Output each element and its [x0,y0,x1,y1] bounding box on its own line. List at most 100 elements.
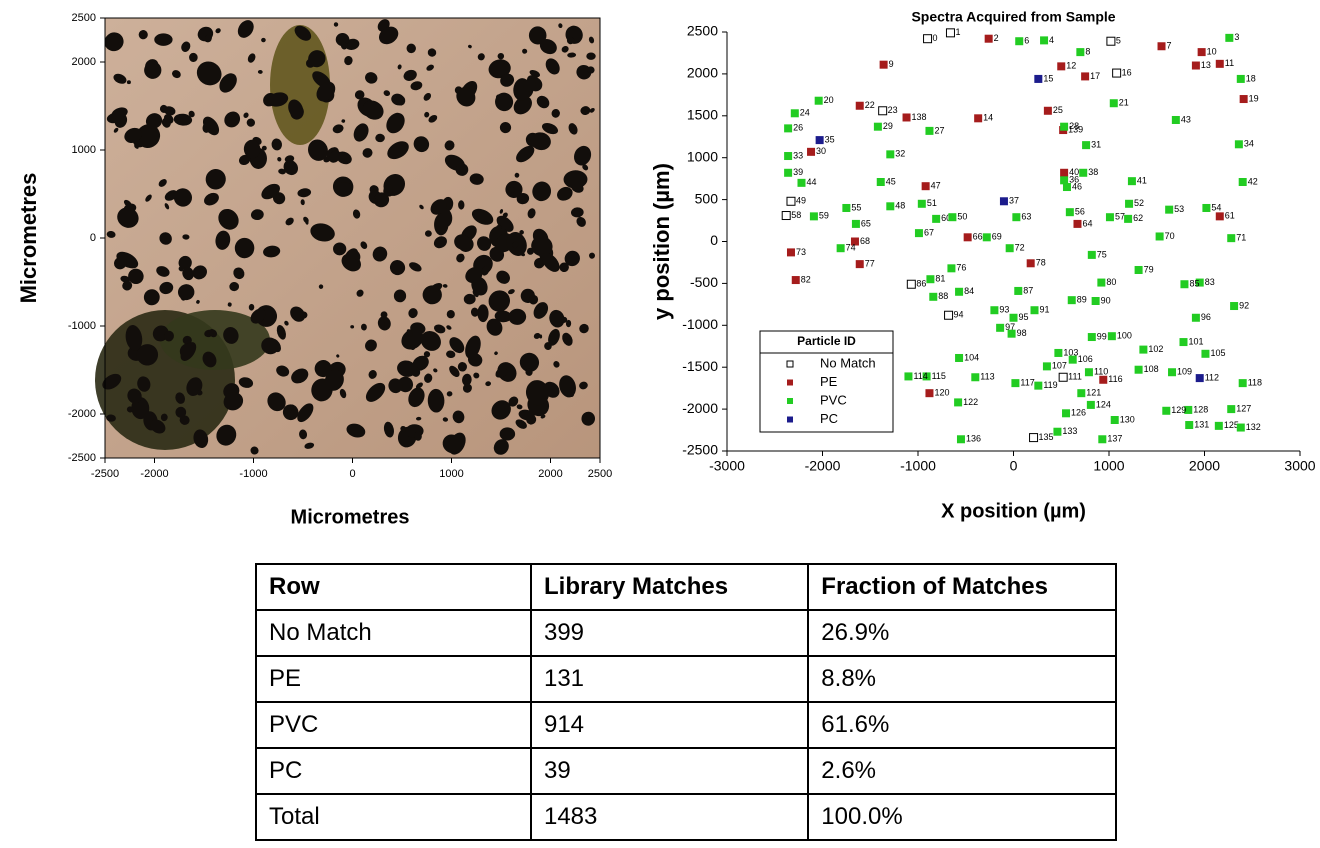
particle [426,64,434,71]
marker [1106,36,1116,46]
point-label: 98 [1017,328,1027,338]
marker [1081,72,1090,81]
particle [356,289,364,297]
point-label: 100 [1117,331,1132,341]
y-tick-label: -2000 [682,400,718,416]
marker [1043,106,1052,115]
x-tick-label: -2000 [140,468,168,480]
marker [1098,435,1107,444]
marker [1091,296,1100,305]
marker [1034,74,1043,83]
particle [111,107,128,120]
particle [396,95,406,106]
point-label: 129 [1171,405,1186,415]
point-label: 87 [1023,285,1033,295]
point-label: 88 [938,291,948,301]
particle [522,48,528,54]
particle [387,141,409,160]
particle [202,122,211,133]
particle [423,92,432,101]
particle [446,350,456,359]
marker [784,124,793,133]
point-label: 46 [1072,181,1082,191]
x-tick-label: 0 [349,468,355,480]
marker [1053,427,1062,436]
marker [925,389,934,398]
particle [499,427,516,441]
particle [413,136,430,153]
particle [126,406,134,413]
marker [1239,95,1248,104]
particle [525,368,533,376]
marker [1087,333,1096,342]
particle [409,262,422,272]
particle [559,375,576,398]
point-label: 118 [1248,377,1262,387]
particle [125,325,143,351]
particle [406,43,416,54]
marker [1238,379,1247,388]
x-tick-label: -2500 [91,468,119,480]
particle [145,194,152,202]
marker [923,34,933,44]
x-tick-label: 3000 [1284,458,1315,474]
y-tick-label: -1500 [682,358,718,374]
particle [518,409,535,421]
point-label: 1 [955,27,960,37]
point-label: 89 [1077,295,1087,305]
point-label: 73 [796,247,806,257]
particle [354,90,365,100]
particle [250,308,266,324]
marker [886,202,895,211]
particle [433,368,438,373]
y-tick-label: 1000 [72,144,96,156]
particle [446,391,453,397]
particle [533,332,541,339]
point-label: 114 [913,371,927,381]
particle [471,208,494,225]
point-label: 60 [941,213,951,223]
point-label: 105 [1210,348,1225,358]
particle [486,318,503,336]
point-label: 119 [1043,380,1057,390]
particle [102,373,122,390]
marker [1054,348,1063,357]
legend-title: Particle ID [797,334,856,348]
marker [1171,115,1180,124]
point-label: 35 [825,134,835,144]
particle [488,290,511,312]
marker [948,213,957,222]
point-label: 97 [1005,322,1015,332]
particle [419,204,424,210]
point-label: 43 [1181,114,1191,124]
particle [362,100,384,120]
particle [145,59,159,72]
particle [420,330,441,351]
point-label: 47 [931,181,941,191]
particle [261,37,266,43]
point-label: 82 [801,274,811,284]
particle [182,234,190,240]
marker [1034,381,1043,390]
point-label: 12 [1066,61,1076,71]
particle [333,242,347,256]
marker [1215,59,1224,68]
particle [205,168,226,190]
particle [442,417,449,422]
point-label: 57 [1115,212,1125,222]
point-label: 16 [1122,67,1132,77]
particle [202,351,217,368]
marker [851,219,860,228]
particle [551,108,560,118]
table-row: PE 131 8.8% [255,655,1117,703]
marker [984,34,993,43]
particle [137,376,151,392]
y-tick-label: 2500 [72,12,96,24]
point-label: 66 [973,232,983,242]
particle [156,266,170,277]
marker [1060,176,1069,185]
particle [588,36,595,44]
point-label: 40 [1069,167,1079,177]
x-tick-label: -1000 [900,458,936,474]
point-label: 4 [1049,35,1054,45]
